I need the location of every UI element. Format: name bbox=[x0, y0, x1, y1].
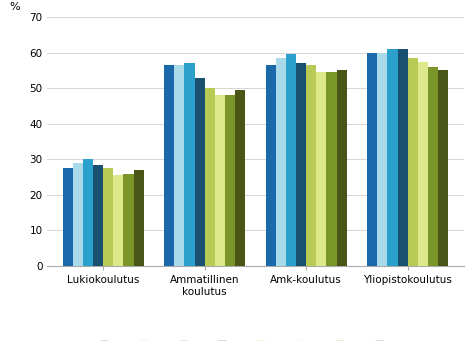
Bar bbox=[73, 163, 83, 266]
Bar bbox=[123, 174, 133, 266]
Bar bbox=[377, 53, 387, 266]
Bar bbox=[428, 67, 438, 266]
Bar bbox=[265, 65, 276, 266]
Bar bbox=[133, 170, 144, 266]
Bar bbox=[316, 72, 326, 266]
Text: %: % bbox=[10, 2, 20, 12]
Bar bbox=[326, 72, 337, 266]
Bar bbox=[438, 70, 448, 266]
Bar bbox=[62, 168, 73, 266]
Bar bbox=[408, 58, 418, 266]
Bar bbox=[367, 53, 377, 266]
Bar bbox=[235, 90, 245, 266]
Bar bbox=[397, 49, 408, 266]
Bar bbox=[306, 65, 316, 266]
Bar bbox=[418, 61, 428, 266]
Bar bbox=[296, 63, 306, 266]
Bar bbox=[184, 63, 194, 266]
Bar bbox=[337, 70, 347, 266]
Bar bbox=[225, 95, 235, 266]
Bar bbox=[114, 175, 123, 266]
Bar bbox=[205, 88, 215, 266]
Bar bbox=[83, 159, 93, 266]
Bar bbox=[194, 77, 205, 266]
Bar bbox=[215, 95, 225, 266]
Bar bbox=[276, 58, 286, 266]
Bar bbox=[174, 65, 184, 266]
Bar bbox=[103, 168, 114, 266]
Bar bbox=[93, 165, 103, 266]
Bar bbox=[164, 65, 174, 266]
Bar bbox=[286, 54, 296, 266]
Bar bbox=[387, 49, 397, 266]
